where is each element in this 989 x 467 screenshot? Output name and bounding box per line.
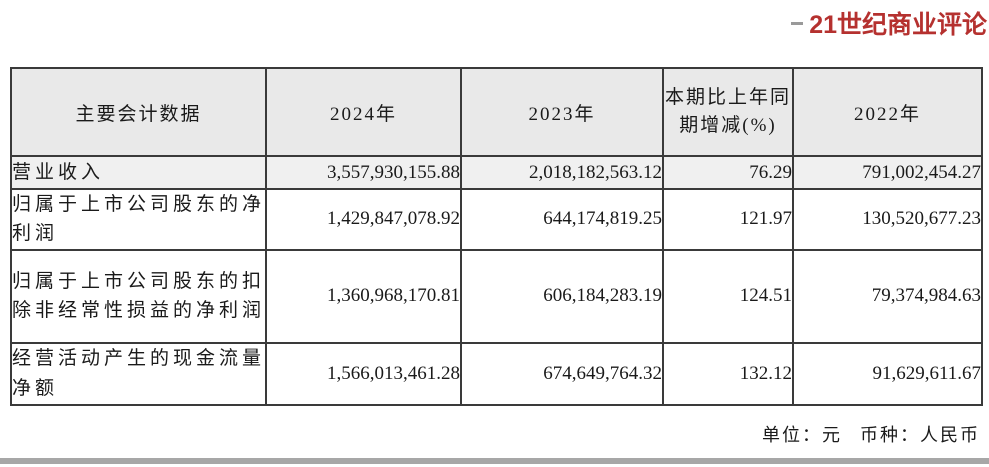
unit-label: 单位：元 xyxy=(762,425,842,445)
financial-table: 主要会计数据 2024年 2023年 本期比上年同期增减(%) 2022年 营业… xyxy=(10,67,983,406)
table-row-net-profit: 归属于上市公司股东的净利润 1,429,847,078.92 644,174,8… xyxy=(10,188,983,251)
currency-label: 币种：人民币 xyxy=(860,425,980,445)
cell-change: 121.97 xyxy=(662,188,794,251)
row-label: 归属于上市公司股东的扣除非经常性损益的净利润 xyxy=(10,248,267,344)
table-row-operating-cash-flow: 经营活动产生的现金流量净额 1,566,013,461.28 674,649,7… xyxy=(10,341,983,406)
cell-2024: 1,566,013,461.28 xyxy=(265,341,462,406)
col-header-change: 本期比上年同期增减(%) xyxy=(662,67,794,157)
col-header-2023: 2023年 xyxy=(460,67,664,157)
cell-2024: 1,360,968,170.81 xyxy=(265,248,462,344)
col-header-2024: 2024年 xyxy=(265,67,462,157)
bottom-divider-bar xyxy=(0,458,989,464)
cell-change: 76.29 xyxy=(662,155,794,190)
col-header-2022: 2022年 xyxy=(792,67,983,157)
table-row-revenue: 营业收入 3,557,930,155.88 2,018,182,563.12 7… xyxy=(10,155,983,190)
cell-2022: 79,374,984.63 xyxy=(792,248,983,344)
cell-2024: 1,429,847,078.92 xyxy=(265,188,462,251)
cell-change: 124.51 xyxy=(662,248,794,344)
brand-logo: 21世纪商业评论 xyxy=(809,11,987,39)
cell-2023: 606,184,283.19 xyxy=(460,248,664,344)
cell-2022: 91,629,611.67 xyxy=(792,341,983,406)
table-header-row: 主要会计数据 2024年 2023年 本期比上年同期增减(%) 2022年 xyxy=(10,67,983,157)
row-label: 营业收入 xyxy=(10,155,267,190)
cell-2023: 644,174,819.25 xyxy=(460,188,664,251)
row-label: 经营活动产生的现金流量净额 xyxy=(10,341,267,406)
cell-change: 132.12 xyxy=(662,341,794,406)
cell-2022: 130,520,677.23 xyxy=(792,188,983,251)
cell-2023: 2,018,182,563.12 xyxy=(460,155,664,190)
unit-note: 单位：元 币种：人民币 xyxy=(762,421,980,447)
cell-2022: 791,002,454.27 xyxy=(792,155,983,190)
cell-2024: 3,557,930,155.88 xyxy=(265,155,462,190)
row-label: 归属于上市公司股东的净利润 xyxy=(10,188,267,251)
cell-2023: 674,649,764.32 xyxy=(460,341,664,406)
col-header-metric: 主要会计数据 xyxy=(10,67,267,157)
table-row-deducted-net-profit: 归属于上市公司股东的扣除非经常性损益的净利润 1,360,968,170.81 … xyxy=(10,248,983,344)
masthead: 21世纪商业评论 xyxy=(791,6,989,40)
logo-dash-icon xyxy=(791,21,804,25)
